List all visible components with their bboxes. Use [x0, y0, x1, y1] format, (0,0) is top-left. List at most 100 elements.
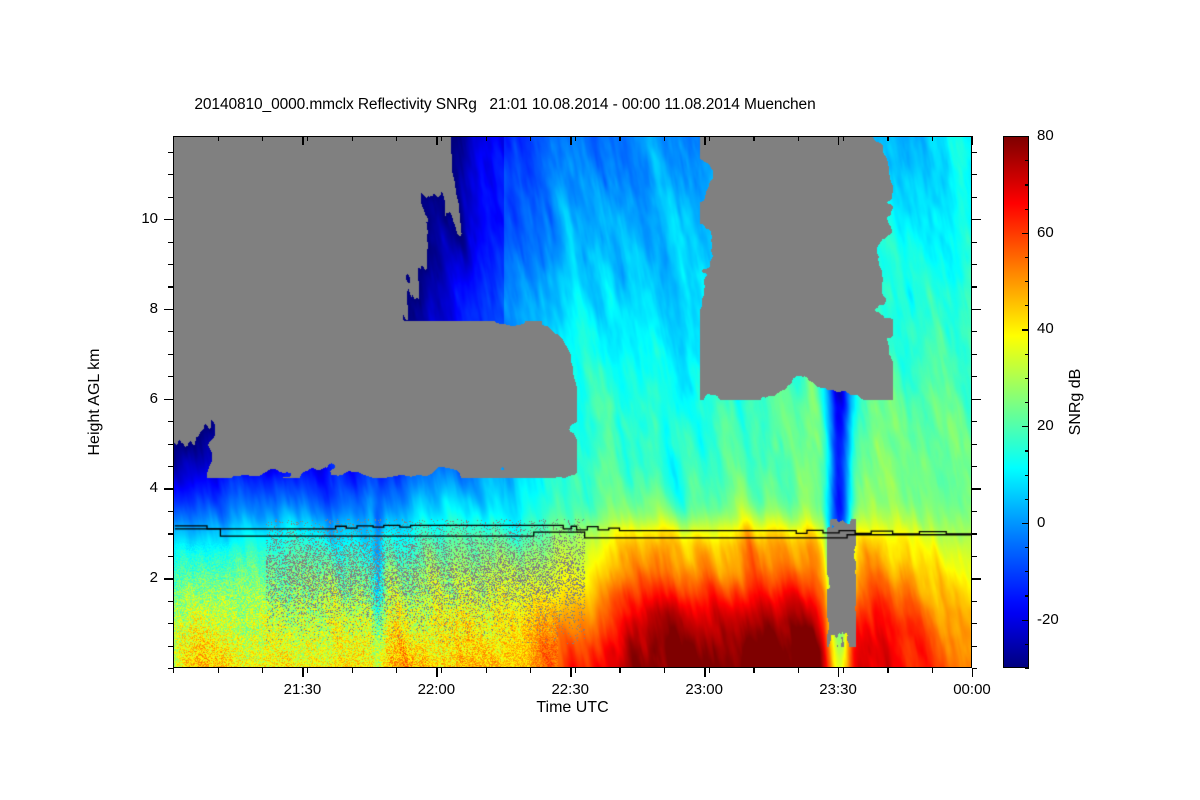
colorbar-major-tick	[1022, 619, 1029, 621]
y-minor-tick	[168, 196, 173, 198]
y-minor-tick-right	[972, 555, 977, 557]
colorbar-minor-tick	[1025, 402, 1029, 404]
y-tick-label: 2	[149, 569, 158, 587]
x-minor-tick-top	[842, 136, 844, 141]
y-minor-tick	[168, 510, 173, 513]
x-minor-tick	[396, 668, 398, 673]
y-minor-tick	[168, 286, 173, 288]
y-axis-label: Height AGL km	[86, 348, 103, 456]
y-minor-tick-right	[972, 151, 977, 153]
y-tick-label: 10	[141, 210, 158, 228]
y-minor-tick-right	[972, 196, 977, 198]
x-tick-label: 23:30	[819, 681, 857, 698]
x-minor-tick-top	[708, 136, 710, 141]
x-minor-tick	[798, 668, 800, 673]
y-major-tick-right	[972, 308, 981, 311]
y-major-tick-right	[972, 488, 981, 490]
colorbar-minor-tick	[1025, 668, 1029, 670]
y-minor-tick-right	[972, 668, 977, 670]
y-minor-tick-right	[972, 421, 977, 423]
colorbar-minor-tick	[1025, 377, 1029, 379]
y-major-tick	[164, 219, 173, 221]
y-major-tick	[164, 308, 173, 311]
x-minor-tick	[306, 668, 309, 673]
y-minor-tick-right	[972, 443, 977, 445]
colorbar-minor-tick	[1025, 353, 1029, 355]
x-minor-tick-top	[931, 136, 934, 141]
colorbar-tick-label: 20	[1037, 417, 1054, 435]
x-major-tick-top	[302, 136, 304, 145]
x-minor-tick	[931, 668, 934, 673]
x-minor-tick-top	[664, 136, 666, 141]
x-minor-tick	[485, 668, 487, 673]
x-minor-tick-top	[485, 136, 487, 141]
x-major-tick	[436, 668, 438, 677]
x-minor-tick	[887, 668, 889, 673]
colorbar-minor-tick	[1025, 450, 1029, 452]
x-minor-tick-top	[217, 136, 219, 141]
colorbar-major-tick	[1022, 136, 1029, 138]
colorbar-minor-tick	[1025, 160, 1029, 162]
y-minor-tick	[168, 353, 173, 355]
y-major-tick-right	[972, 219, 981, 221]
y-minor-tick	[168, 555, 173, 557]
y-minor-tick-right	[972, 376, 977, 378]
y-minor-tick-right	[972, 353, 977, 355]
x-minor-tick-top	[530, 136, 532, 141]
colorbar-minor-tick	[1025, 184, 1029, 186]
colorbar-minor-tick	[1025, 305, 1029, 307]
page-title: 20140810_0000.mmclx Reflectivity SNRg 21…	[194, 96, 816, 113]
x-major-tick	[704, 668, 706, 677]
x-minor-tick	[664, 668, 666, 673]
colorbar-major-tick	[1022, 329, 1029, 331]
y-minor-tick-right	[972, 623, 977, 625]
y-minor-tick-right	[972, 174, 977, 176]
x-minor-tick-top	[351, 136, 353, 141]
x-minor-tick	[217, 668, 219, 673]
y-minor-tick	[168, 645, 173, 647]
colorbar-major-tick	[1022, 426, 1029, 428]
y-minor-tick	[168, 174, 173, 176]
colorbar-minor-tick	[1025, 208, 1029, 210]
x-minor-tick-top	[262, 136, 264, 141]
colorbar-tick-label: 60	[1037, 223, 1054, 241]
colorbar-minor-tick	[1025, 643, 1029, 645]
y-minor-tick	[168, 465, 173, 468]
x-major-tick	[302, 668, 304, 677]
x-minor-tick-top	[887, 136, 889, 141]
x-major-tick-top	[704, 136, 706, 145]
colorbar-major-tick	[1022, 232, 1029, 234]
x-major-tick-top	[838, 136, 840, 145]
y-minor-tick-right	[972, 533, 977, 535]
y-minor-tick-right	[972, 286, 977, 288]
y-minor-tick	[168, 151, 173, 153]
x-tick-label: 22:00	[417, 681, 456, 698]
y-minor-tick	[168, 241, 173, 243]
x-minor-tick	[619, 668, 621, 673]
x-major-tick	[972, 668, 974, 677]
colorbar-minor-tick	[1025, 547, 1029, 549]
y-minor-tick-right	[972, 600, 977, 602]
colorbar-minor-tick	[1025, 595, 1029, 597]
y-major-tick	[164, 398, 173, 401]
x-minor-tick	[708, 668, 710, 673]
y-minor-tick-right	[972, 241, 977, 243]
y-minor-tick	[168, 623, 173, 625]
y-minor-tick	[168, 443, 173, 445]
y-major-tick	[164, 488, 173, 490]
reflectivity-heatmap-canvas	[174, 137, 971, 667]
colorbar-minor-tick	[1025, 498, 1029, 500]
y-minor-tick	[168, 331, 173, 333]
x-major-tick	[838, 668, 840, 677]
x-minor-tick	[262, 668, 264, 673]
x-minor-tick	[753, 668, 755, 673]
x-tick-label: 22:30	[551, 681, 590, 698]
x-minor-tick	[530, 668, 532, 673]
colorbar-major-tick	[1022, 522, 1029, 525]
colorbar-gradient	[1004, 137, 1028, 667]
y-major-tick	[164, 578, 173, 580]
x-major-tick-top	[570, 136, 572, 145]
x-axis-label: Time UTC	[536, 699, 609, 716]
y-minor-tick	[168, 533, 173, 535]
